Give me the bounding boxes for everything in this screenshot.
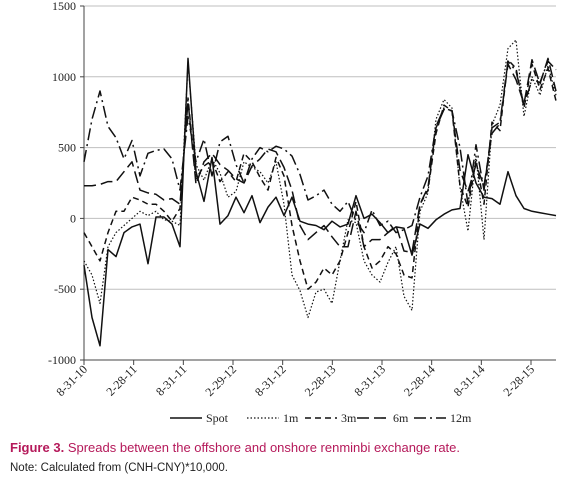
- figure-label: Figure 3.: [10, 440, 65, 455]
- x-tick-label: 2-28-11: [103, 362, 139, 398]
- legend-label: 12m: [450, 411, 472, 425]
- figure-caption: Figure 3. Spreads between the offshore a…: [10, 440, 565, 455]
- x-tick-label: 8-31-10: [53, 362, 90, 399]
- x-tick-label: 2-28-13: [302, 362, 339, 399]
- x-tick-label: 2-28-15: [500, 362, 537, 399]
- x-tick-label: 8-31-12: [252, 362, 289, 399]
- gridlines: [84, 5, 556, 290]
- x-axis-ticks: 8-31-10 2-28-11 8-31-11 2-29-12 8-31-12 2-28-…: [53, 360, 537, 399]
- series-line-6m: [84, 57, 557, 254]
- y-axis-ticks: 1500 1000 500 0 -500 -1000: [48, 0, 84, 367]
- x-tick-label: 8-31-11: [153, 362, 189, 398]
- x-tick-label: 2-29-12: [202, 362, 239, 399]
- legend-label: 1m: [283, 411, 299, 425]
- legend-label: 3m: [341, 411, 357, 425]
- series-line-Spot: [83, 57, 557, 347]
- x-tick-label: 8-31-13: [351, 362, 388, 399]
- y-tick-label: 1500: [52, 0, 76, 13]
- y-tick-label: 1000: [52, 70, 76, 84]
- legend-label: 6m: [393, 411, 409, 425]
- series-line-1m: [83, 39, 557, 319]
- series-line-3m: [83, 59, 557, 290]
- x-tick-label: 2-28-14: [401, 362, 438, 399]
- figure-note: Note: Calculated from (CNH-CNY)*10,000.: [10, 462, 228, 474]
- series-lines: [83, 39, 557, 347]
- y-tick-label: -1000: [48, 353, 76, 367]
- y-tick-label: 0: [70, 211, 76, 225]
- y-tick-label: 500: [58, 141, 76, 155]
- series-line-12m: [83, 60, 557, 234]
- x-tick-label: 8-31-14: [451, 362, 488, 399]
- legend: Spot 1m 3m 6m 12m: [170, 411, 472, 425]
- legend-label: Spot: [206, 411, 229, 425]
- y-tick-label: -500: [54, 282, 76, 296]
- figure-caption-text: Spreads between the offshore and onshore…: [67, 440, 461, 455]
